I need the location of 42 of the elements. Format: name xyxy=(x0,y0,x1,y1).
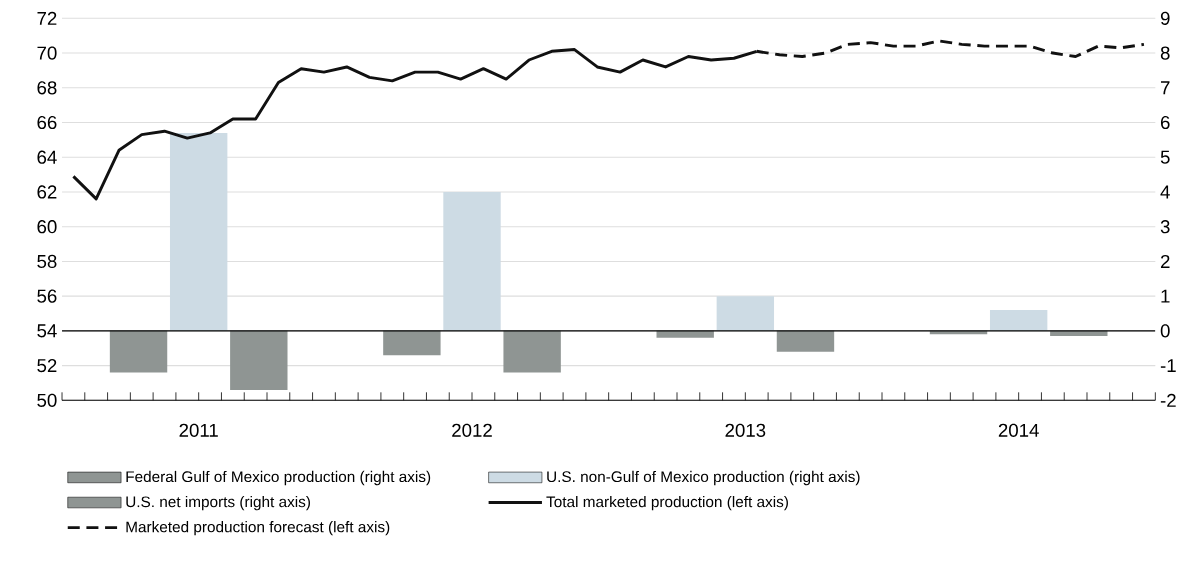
bar xyxy=(109,330,168,373)
bar xyxy=(169,132,228,331)
y-tick-label: 68 xyxy=(37,81,57,95)
y-tick-label: 58 xyxy=(37,254,57,269)
y-tick-label: 66 xyxy=(37,115,57,130)
x-tick-label: 2011 xyxy=(179,423,218,437)
y-tick-label: 52 xyxy=(37,358,57,373)
y-tick-label: 64 xyxy=(37,150,57,164)
bar xyxy=(383,330,441,356)
y2-tick-label: 2 xyxy=(1160,254,1170,268)
y2-tick-label: -2 xyxy=(1160,393,1176,407)
y-tick-label: 56 xyxy=(37,289,57,303)
y2-tick-label: 7 xyxy=(1161,81,1170,95)
bar xyxy=(230,330,288,390)
y2-tick-label: 5 xyxy=(1160,150,1170,164)
bar xyxy=(989,310,1048,331)
y2-tick-label: 6 xyxy=(1160,115,1170,130)
y-tick-label: 54 xyxy=(37,324,57,338)
bar xyxy=(443,191,501,331)
bar xyxy=(776,330,835,352)
y-tick-label: 70 xyxy=(37,46,57,60)
y2-tick-label: 4 xyxy=(1160,185,1170,199)
y2-tick-label: 3 xyxy=(1160,220,1170,234)
y2-tick-label: 0 xyxy=(1160,324,1170,338)
y2-tick-label: -1 xyxy=(1160,359,1176,373)
x-tick-label: 2012 xyxy=(452,423,492,437)
legend-label: Total marketed production (left axis) xyxy=(546,495,788,511)
y2-tick-label: 8 xyxy=(1160,46,1170,60)
y-tick-label: 62 xyxy=(37,185,57,199)
legend-label: Federal Gulf of Mexico production (right axis) xyxy=(126,470,431,486)
y2-tick-label: 9 xyxy=(1160,11,1170,25)
legend-label: U.S. net imports (right axis) xyxy=(126,495,310,511)
bar xyxy=(503,330,561,373)
x-tick-label: 2013 xyxy=(725,423,766,437)
y-tick-label: 60 xyxy=(37,220,57,234)
bar xyxy=(716,296,775,331)
legend-label: Marketed production forecast (left axis) xyxy=(126,521,390,536)
x-tick-label: 2014 xyxy=(998,423,1039,437)
legend-label: U.S. non-Gulf of Mexico production (right axis) xyxy=(547,470,860,486)
y-tick-label: 72 xyxy=(37,11,57,25)
y2-tick-label: 1 xyxy=(1161,289,1170,303)
y-tick-label: 50 xyxy=(37,393,57,407)
